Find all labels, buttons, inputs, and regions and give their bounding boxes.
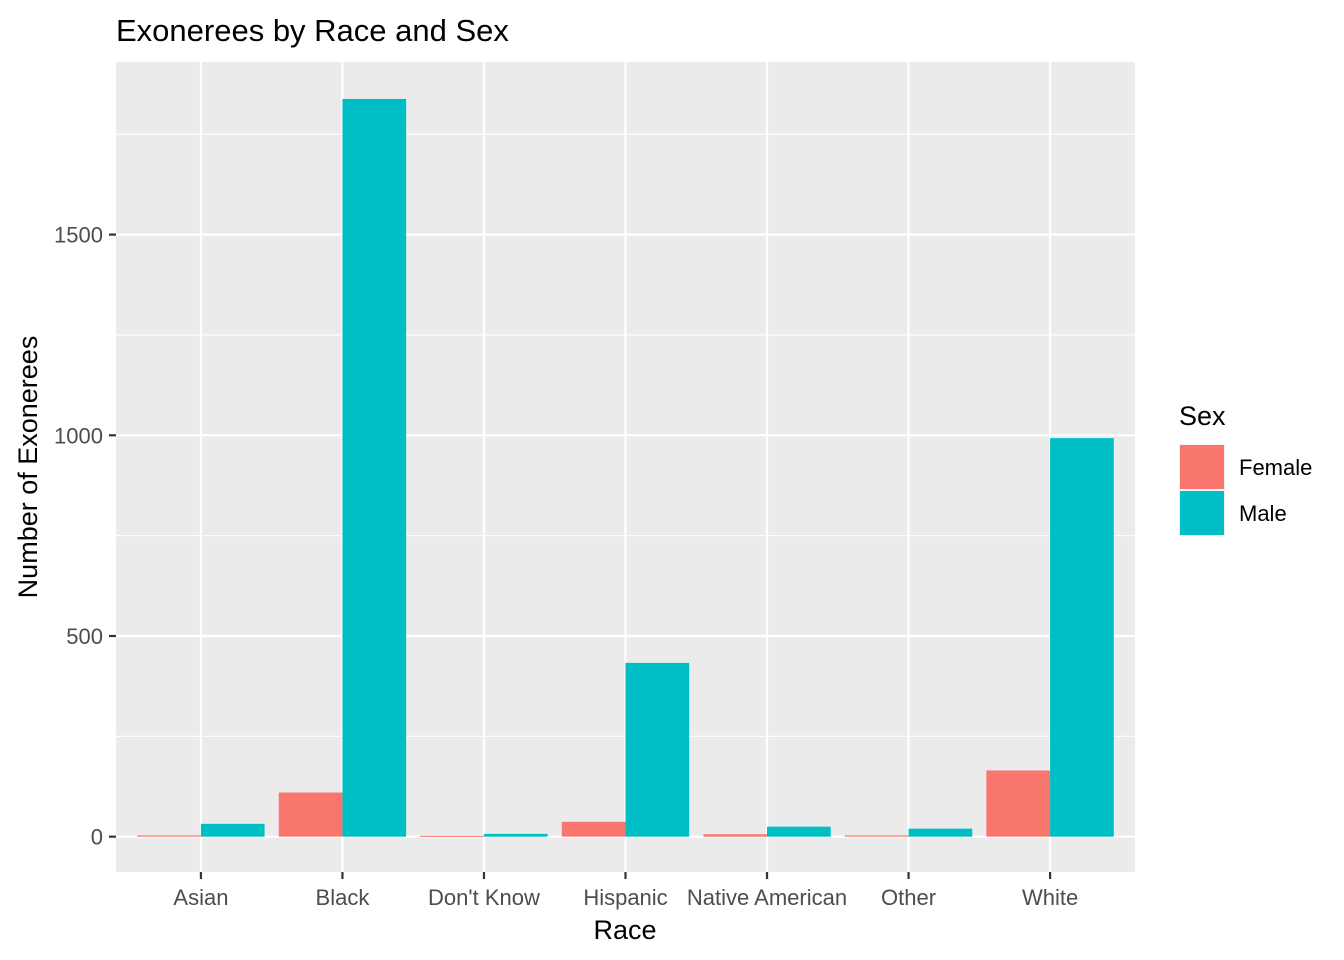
x-tick-label: Hispanic [583,885,667,910]
bar-male-other [908,828,973,837]
bar-male-white [1050,438,1114,837]
x-tick-label: Don't Know [428,885,540,910]
bars [137,98,1114,837]
bar-male-native-american [767,826,831,837]
bar-female-hispanic [561,821,626,837]
legend-label-female: Female [1239,455,1312,480]
x-tick-label: Native American [687,885,847,910]
bar-male-asian [200,823,265,837]
legend-key-male [1180,491,1224,535]
x-axis-title: Race [593,915,656,945]
y-tick-label: 500 [66,624,103,649]
bar-male-hispanic [625,662,690,837]
x-tick-label: Other [881,885,936,910]
y-axis: 0 500 1000 1500 [54,223,116,850]
bar-female-other [844,835,909,837]
bar-female-white [986,770,1051,837]
bar-female-don-t-know [420,835,484,837]
legend: Sex Female Male [1179,401,1312,536]
bar-female-black [278,792,343,837]
chart-title: Exonerees by Race and Sex [116,13,509,48]
y-tick-label: 0 [91,825,103,850]
bar-male-black [342,98,407,837]
legend-label-male: Male [1239,501,1287,526]
y-tick-label: 1500 [54,223,103,248]
bar-female-asian [137,835,201,837]
bar-male-don-t-know [483,833,548,837]
x-tick-label: White [1022,885,1078,910]
bar-female-native-american [703,834,768,837]
x-axis: Asian Black Don't Know Hispanic Native Ameri… [173,872,1078,910]
x-tick-label: Black [316,885,371,910]
y-tick-label: 1000 [54,423,103,448]
legend-key-female [1180,445,1224,489]
y-axis-title: Number of Exonerees [13,336,43,599]
x-tick-label: Asian [173,885,228,910]
legend-title: Sex [1179,401,1226,431]
